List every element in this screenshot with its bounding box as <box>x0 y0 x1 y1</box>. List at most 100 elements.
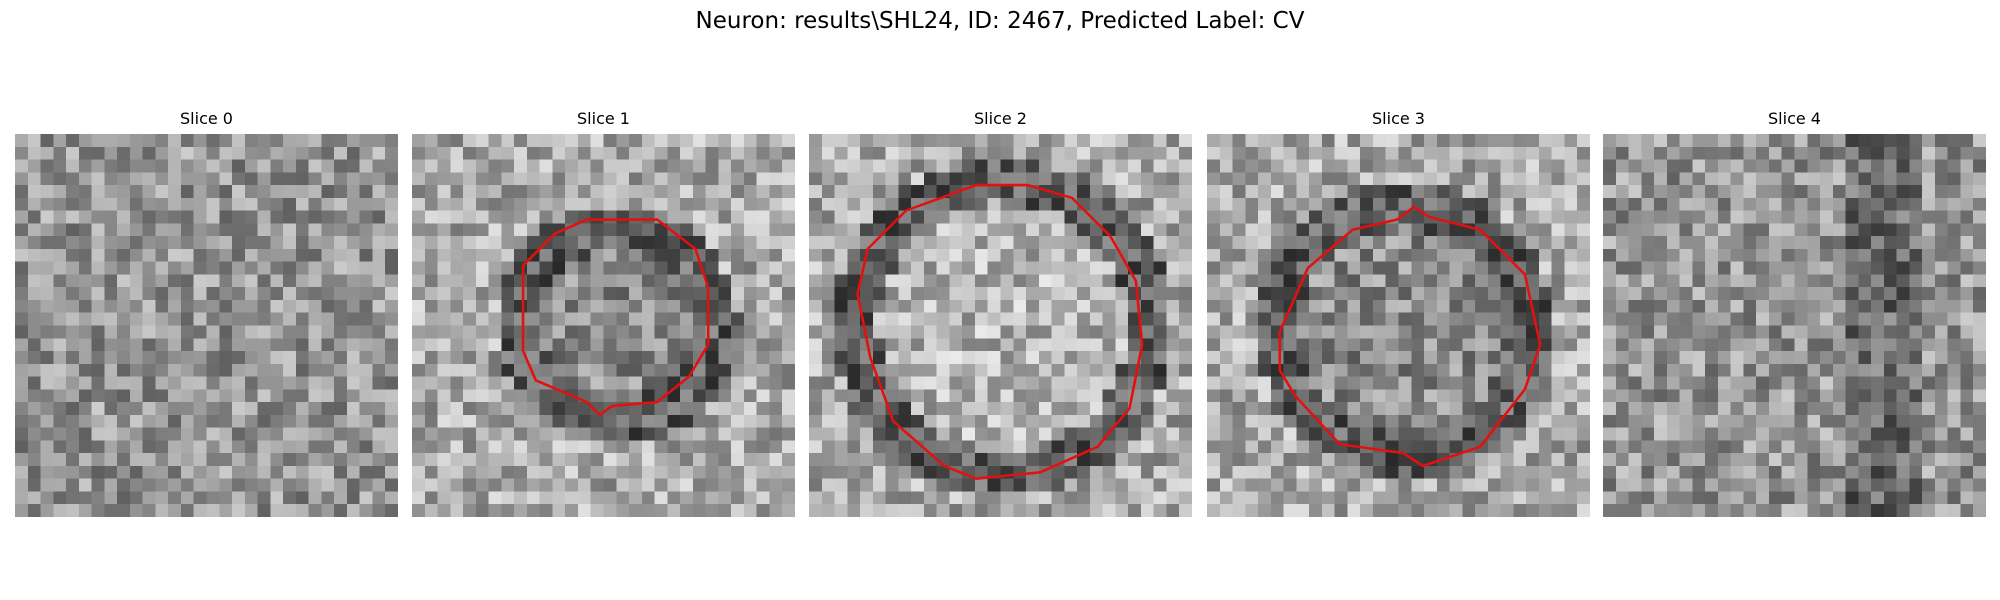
pixel <box>1820 453 1833 466</box>
pixel <box>244 465 258 479</box>
pixel <box>680 414 693 428</box>
pixel <box>1219 465 1233 479</box>
pixel <box>1756 389 1769 403</box>
pixel <box>769 465 783 479</box>
pixel <box>1526 261 1539 275</box>
pixel <box>834 325 848 339</box>
pixel <box>1896 338 1910 352</box>
pixel <box>1909 325 1923 339</box>
pixel <box>1654 402 1667 415</box>
pixel <box>1577 197 1590 211</box>
pixel <box>1153 185 1167 198</box>
pixel <box>641 134 655 147</box>
pixel <box>1449 134 1463 147</box>
pixel <box>27 325 41 339</box>
pixel <box>78 325 92 339</box>
pixel <box>1577 274 1590 288</box>
contour <box>1278 205 1542 468</box>
pixel <box>129 453 143 466</box>
pixel <box>1500 236 1514 249</box>
pixel <box>168 453 181 466</box>
pixel <box>847 491 861 505</box>
pixel <box>565 210 578 224</box>
pixel <box>847 172 861 186</box>
pixel <box>1807 389 1821 403</box>
pixel <box>1730 338 1744 352</box>
pixel <box>1334 478 1348 492</box>
pixel <box>385 274 398 288</box>
pixel <box>1334 146 1348 160</box>
pixel <box>180 402 194 415</box>
pixel <box>860 504 873 517</box>
pixel <box>1166 351 1180 364</box>
pixel <box>142 159 156 173</box>
pixel <box>206 363 220 377</box>
pixel <box>769 414 783 428</box>
pixel <box>66 478 79 492</box>
pixel <box>1743 414 1757 428</box>
pixel <box>129 299 143 313</box>
pixel <box>1871 389 1884 403</box>
pixel <box>911 376 924 390</box>
pixel <box>308 312 322 326</box>
pixel <box>1077 478 1090 492</box>
pixel <box>450 287 464 300</box>
pixel <box>1179 351 1192 364</box>
pixel <box>1334 299 1348 313</box>
pixel <box>949 197 963 211</box>
pixel <box>577 172 591 186</box>
pixel <box>1128 248 1141 262</box>
pixel <box>334 312 347 326</box>
pixel <box>911 465 924 479</box>
pixel <box>346 351 360 364</box>
pixel <box>385 465 398 479</box>
pixel <box>1717 223 1731 237</box>
pixel <box>1232 287 1246 300</box>
pixel <box>168 185 181 198</box>
pixel <box>1115 236 1129 249</box>
pixel <box>424 274 438 288</box>
pixel <box>1756 287 1769 300</box>
pixel <box>1475 363 1488 377</box>
pixel <box>1641 338 1655 352</box>
pixel <box>1360 376 1373 390</box>
pixel <box>27 414 41 428</box>
pixel <box>1756 440 1769 454</box>
pixel <box>1666 453 1680 466</box>
pixel <box>1768 197 1782 211</box>
pixel <box>629 210 642 224</box>
pixel <box>1705 146 1718 160</box>
pixel <box>1462 274 1476 288</box>
pixel <box>295 236 309 249</box>
pixel <box>1973 287 1986 300</box>
pixel <box>743 210 757 224</box>
pixel <box>142 465 156 479</box>
pixel <box>782 287 795 300</box>
pixel <box>667 453 681 466</box>
pixel <box>629 389 642 403</box>
pixel <box>1385 465 1399 479</box>
pixel <box>1102 159 1116 173</box>
pixel <box>565 402 578 415</box>
pixel <box>1038 146 1052 160</box>
pixel <box>1730 376 1744 390</box>
pixel <box>743 223 757 237</box>
pixel <box>1424 159 1437 173</box>
pixel <box>1372 338 1386 352</box>
pixel <box>1077 491 1090 505</box>
pixel <box>1768 402 1782 415</box>
pixel <box>629 440 642 454</box>
pixel <box>1922 376 1935 390</box>
pixel <box>1064 414 1078 428</box>
pixel <box>1500 338 1514 352</box>
pixel <box>936 491 950 505</box>
pixel <box>590 261 604 275</box>
pixel <box>539 478 553 492</box>
pixel <box>1947 427 1961 441</box>
pixel <box>1896 236 1910 249</box>
pixel <box>1089 402 1103 415</box>
pixel <box>1679 427 1693 441</box>
pixel <box>552 210 566 224</box>
pixel <box>424 414 438 428</box>
pixel <box>911 287 924 300</box>
